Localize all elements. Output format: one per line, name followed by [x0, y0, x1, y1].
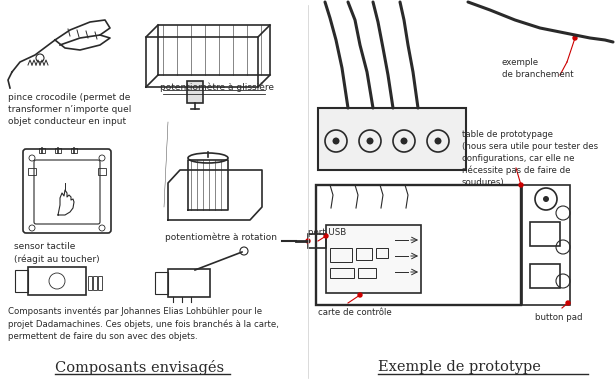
Circle shape — [400, 137, 408, 144]
Text: Composants envisagés: Composants envisagés — [55, 360, 224, 375]
Bar — [155, 272, 168, 294]
Bar — [98, 168, 106, 175]
Bar — [318, 108, 466, 170]
Text: Exemple de prototype: Exemple de prototype — [378, 360, 541, 374]
Bar — [522, 185, 570, 305]
Circle shape — [435, 137, 442, 144]
Bar — [358, 268, 376, 278]
Bar — [330, 268, 354, 278]
Bar — [15, 270, 28, 292]
Bar — [71, 148, 77, 153]
Text: carte de contrôle: carte de contrôle — [318, 308, 392, 317]
Text: exemple
de branchement: exemple de branchement — [502, 58, 574, 79]
Text: Composants inventés par Johannes Elias Lohbühler pour le
projet Dadamachines. Ce: Composants inventés par Johannes Elias L… — [8, 307, 279, 341]
Bar — [28, 267, 86, 295]
Text: table de prototypage
(nous sera utile pour tester des
configurations, car elle n: table de prototypage (nous sera utile po… — [462, 130, 598, 187]
Circle shape — [358, 293, 362, 297]
Text: port USB: port USB — [308, 228, 346, 237]
Bar — [308, 234, 326, 248]
Circle shape — [566, 301, 570, 305]
Text: button pad: button pad — [535, 313, 582, 322]
Circle shape — [333, 137, 339, 144]
Bar — [98, 276, 102, 290]
Bar — [88, 276, 92, 290]
Circle shape — [367, 137, 373, 144]
Circle shape — [573, 36, 577, 40]
Bar — [316, 185, 521, 305]
Bar — [530, 222, 560, 246]
Circle shape — [519, 183, 523, 187]
Bar — [168, 269, 210, 297]
Bar — [187, 81, 203, 103]
Bar — [93, 276, 97, 290]
Bar — [330, 248, 352, 262]
Circle shape — [306, 239, 310, 243]
Bar — [356, 248, 372, 260]
Circle shape — [324, 234, 328, 238]
Bar — [376, 248, 388, 258]
Bar — [55, 148, 61, 153]
Text: pince crocodile (permet de
transformer n’importe quel
objet conducteur en input: pince crocodile (permet de transformer n… — [8, 93, 132, 126]
Bar — [28, 168, 36, 175]
Circle shape — [543, 196, 549, 202]
Text: sensor tactile
(réagit au toucher): sensor tactile (réagit au toucher) — [14, 242, 100, 263]
Bar — [530, 264, 560, 288]
Text: potentiomètre à glissière: potentiomètre à glissière — [160, 82, 274, 91]
Text: potentiomètre à rotation: potentiomètre à rotation — [165, 232, 277, 242]
Bar — [39, 148, 45, 153]
Bar — [326, 225, 421, 293]
